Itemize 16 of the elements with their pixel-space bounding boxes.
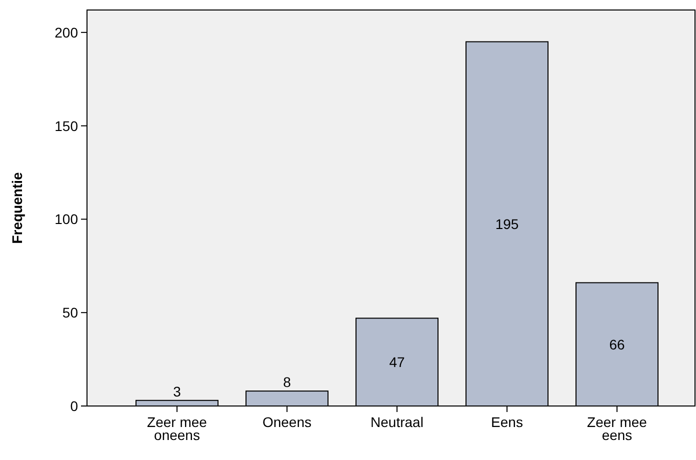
data-label: 66 (609, 336, 625, 352)
data-label: 3 (173, 383, 182, 400)
x-tick-label: Zeer mee oneens (147, 414, 208, 443)
data-label: 47 (389, 354, 405, 370)
y-tick-label: 50 (62, 304, 78, 321)
data-label: 195 (495, 216, 519, 232)
x-tick-label: Neutraal (370, 414, 424, 430)
y-tick-label: 200 (54, 24, 78, 40)
data-label: 8 (283, 374, 292, 390)
x-tick-label: Oneens (262, 414, 312, 430)
x-tick-label: Eens (491, 414, 523, 430)
y-axis-title: Frequentie (9, 172, 25, 244)
x-tick-label: Zeer mee eens (587, 414, 648, 443)
y-tick-label: 100 (54, 211, 78, 228)
y-tick-label: 0 (70, 398, 78, 414)
y-tick-label: 150 (54, 118, 78, 134)
